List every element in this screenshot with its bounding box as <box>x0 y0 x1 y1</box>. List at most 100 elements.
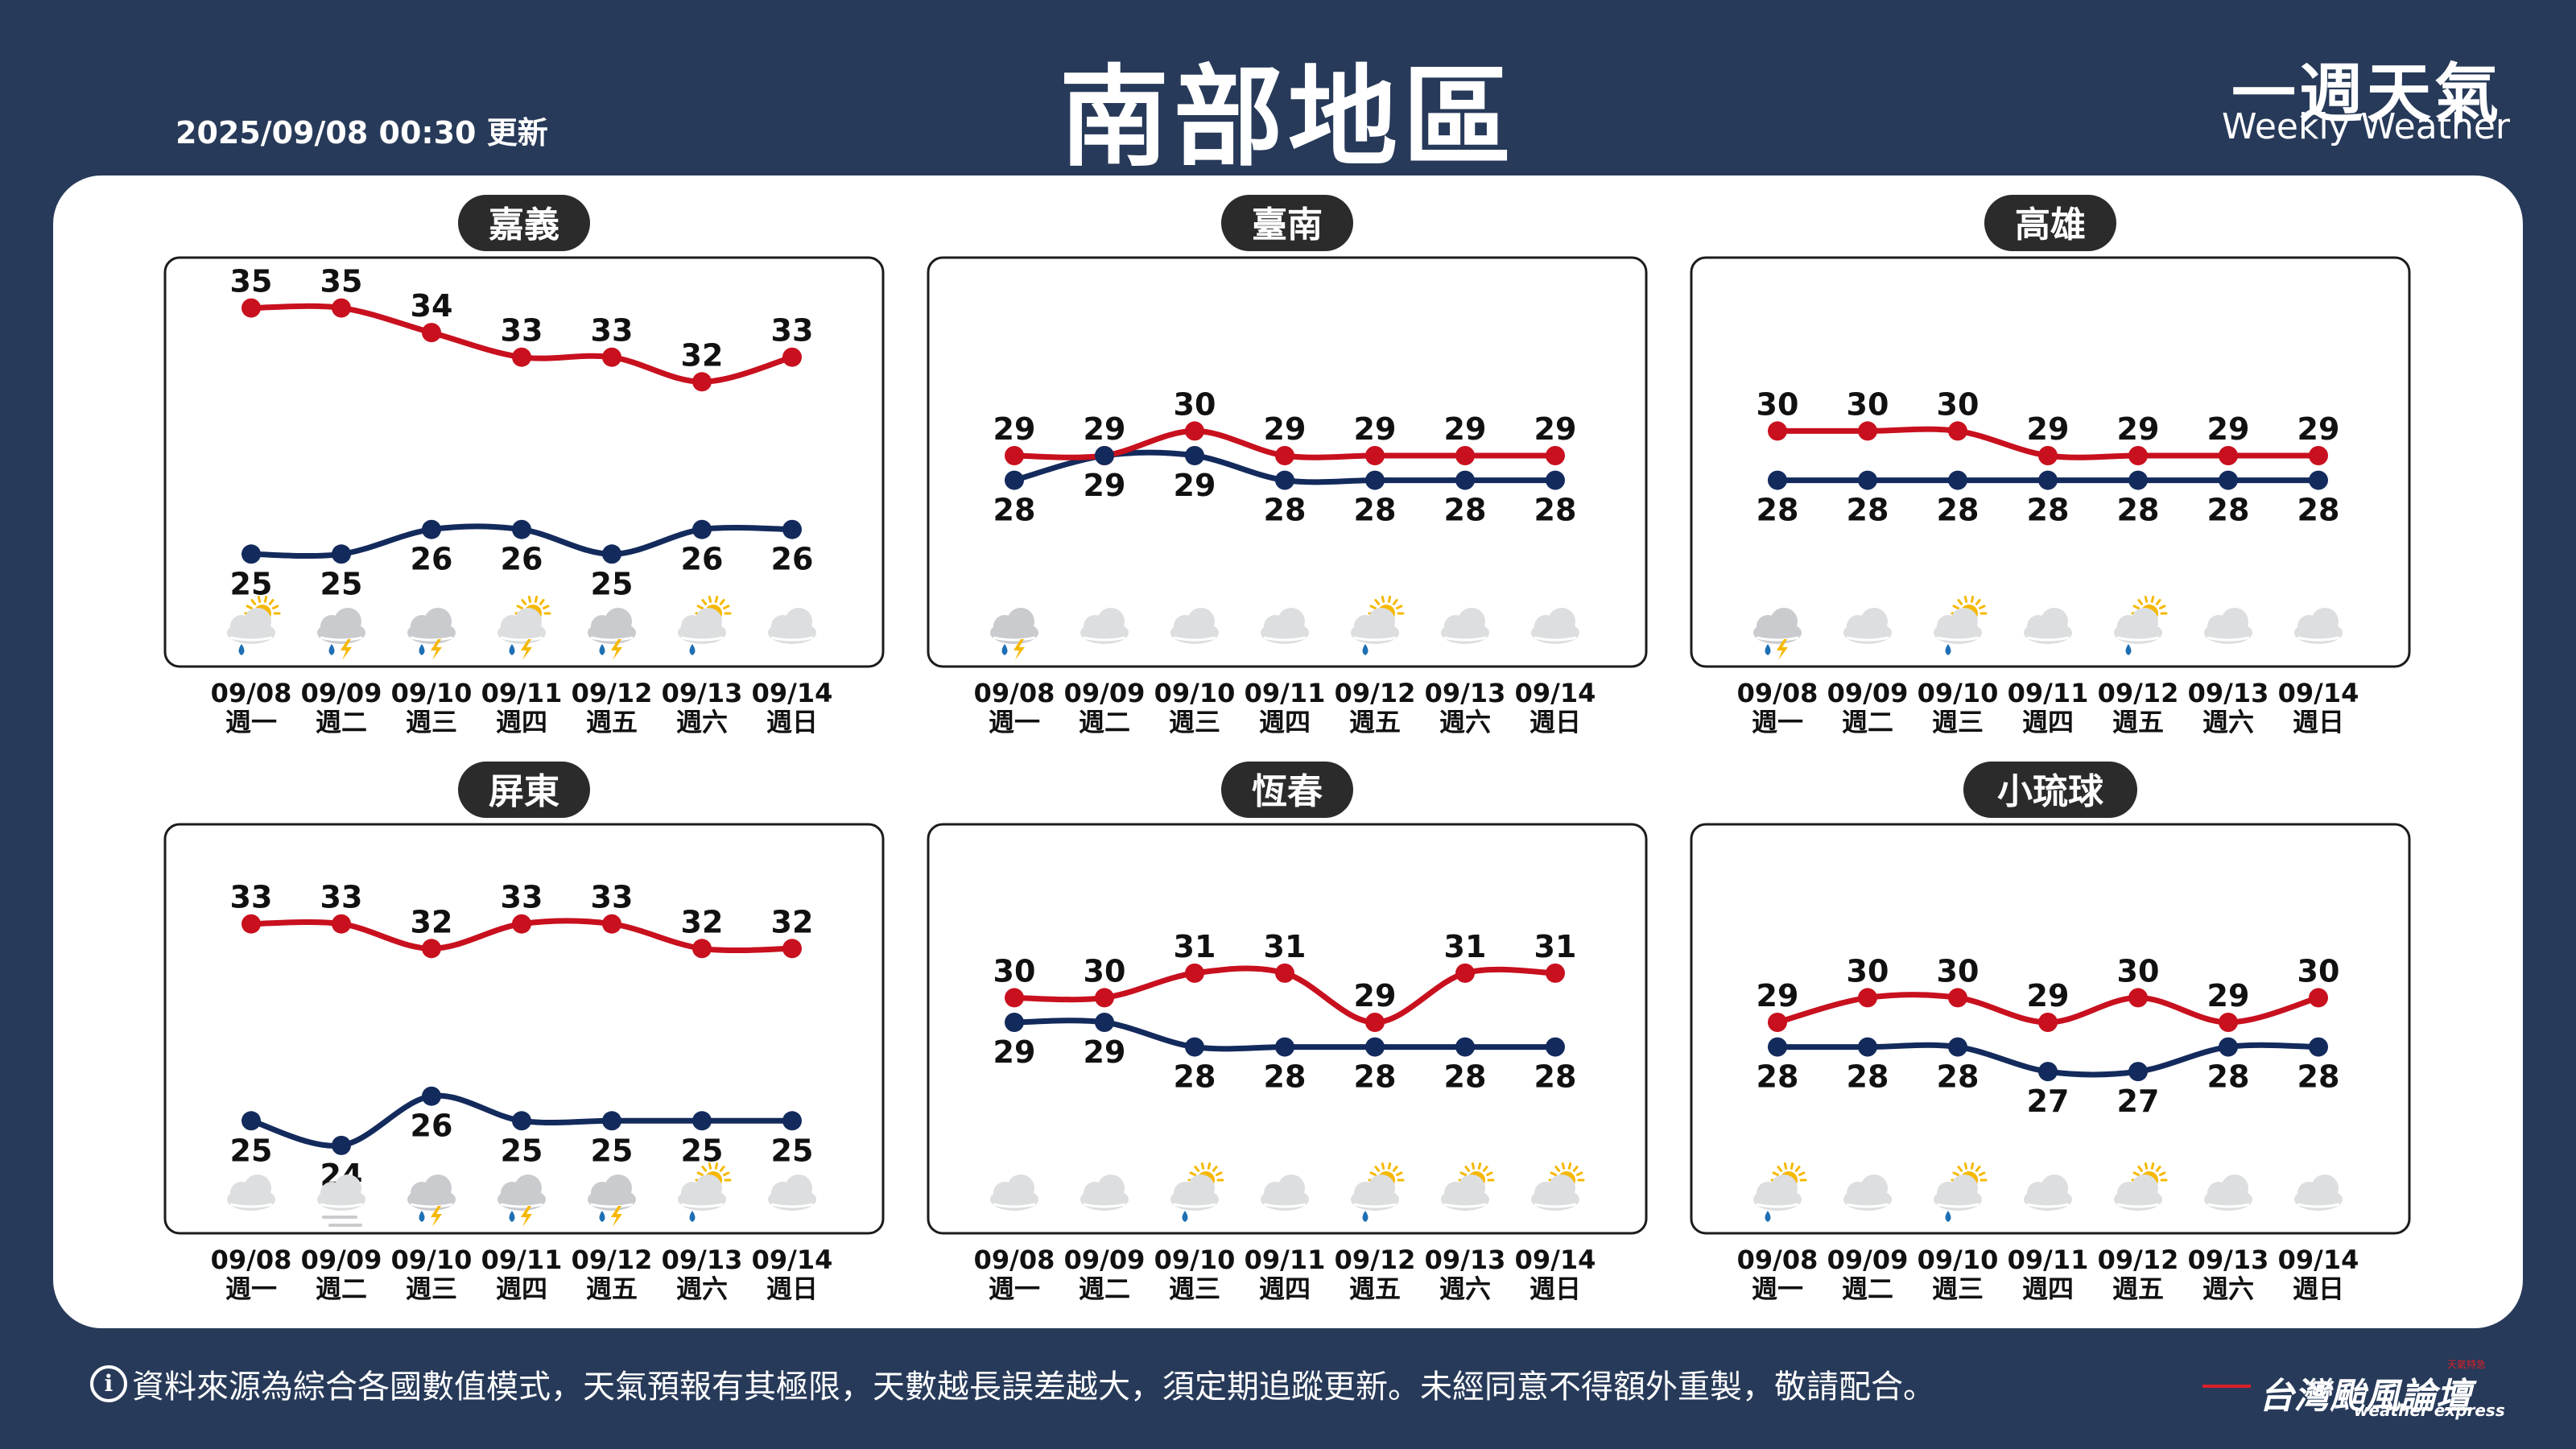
low-temp-label: 28 <box>2297 493 2340 528</box>
partly-sunny-rain-icon <box>2114 596 2168 655</box>
high-temp-point <box>692 372 712 392</box>
low-temp-label: 28 <box>2207 493 2250 528</box>
low-temp-point <box>2038 470 2058 490</box>
low-temp-point <box>1095 446 1114 465</box>
partly-sunny-rain-icon <box>1351 1162 1405 1222</box>
high-temp-label: 30 <box>2297 953 2340 989</box>
low-temp-label: 28 <box>2297 1059 2340 1095</box>
high-temp-label: 30 <box>1174 386 1216 422</box>
date-label: 09/12 <box>2098 1245 2179 1275</box>
date-label: 09/14 <box>2278 678 2359 708</box>
weekday-label: 週一 <box>1752 1274 1803 1304</box>
high-temp-label: 29 <box>1354 978 1397 1013</box>
low-temp-point <box>1095 1013 1114 1032</box>
low-temp-point <box>1365 470 1385 490</box>
weekday-label: 週五 <box>586 707 638 737</box>
high-temp-point <box>1365 1013 1385 1032</box>
weekday-label: 週日 <box>766 707 818 737</box>
location-name: 嘉義 <box>489 204 559 246</box>
high-temp-point <box>2128 988 2148 1008</box>
low-temp-point <box>2219 1037 2238 1057</box>
high-temp-label: 31 <box>1264 929 1307 964</box>
weekday-label: 週二 <box>1079 707 1130 737</box>
low-temp-label: 27 <box>2027 1084 2070 1119</box>
low-temp-label: 28 <box>1444 1059 1487 1095</box>
weekday-label: 週五 <box>2112 1274 2164 1304</box>
weekday-label: 週四 <box>496 707 547 737</box>
low-temp-point <box>1185 446 1204 465</box>
low-temp-label: 28 <box>1354 493 1397 528</box>
high-temp-point <box>1275 446 1294 465</box>
location-label <box>1221 195 1353 251</box>
date-label: 09/13 <box>662 1245 743 1275</box>
high-temp-point <box>1948 421 1967 441</box>
date-label: 09/09 <box>1827 1245 1909 1275</box>
logo-subtext: weather express <box>2354 1401 2505 1420</box>
low-temp-label: 28 <box>1444 493 1487 528</box>
low-temp-point <box>332 1135 351 1155</box>
high-temp-point <box>1768 421 1787 441</box>
partly-sunny-rain-icon <box>1934 1162 1988 1222</box>
weekday-label: 週一 <box>225 1274 277 1304</box>
date-label: 09/14 <box>2278 1245 2359 1275</box>
date-label: 09/14 <box>1515 1245 1596 1275</box>
high-temp-label: 29 <box>2027 411 2070 447</box>
footer: i 資料來源為綜合各國數值模式，天氣預報有其極限，天數越長誤差越大，須定期追蹤更… <box>90 1360 1935 1407</box>
brand-subtitle: Weekly Weather <box>2221 106 2510 147</box>
low-temp-label: 28 <box>1534 493 1577 528</box>
high-temp-label: 33 <box>501 313 543 349</box>
thunder-rain-icon <box>407 1174 456 1227</box>
low-temp-label: 29 <box>993 1034 1036 1070</box>
high-temp-label: 31 <box>1174 929 1216 964</box>
low-temp-label: 28 <box>1264 493 1307 528</box>
weekday-label: 週三 <box>1932 707 1984 737</box>
date-label: 09/14 <box>752 1245 833 1275</box>
high-temp-label: 29 <box>993 411 1036 447</box>
high-temp-point <box>1546 446 1565 465</box>
high-temp-point <box>1948 988 1967 1008</box>
low-temp-label: 28 <box>1354 1059 1397 1095</box>
low-temp-point <box>1365 1037 1385 1057</box>
low-temp-label: 25 <box>501 1133 543 1168</box>
weekday-label: 週六 <box>2202 707 2254 737</box>
date-label: 09/08 <box>1737 1245 1818 1275</box>
high-temp-point <box>782 939 802 959</box>
high-temp-label: 29 <box>2207 978 2250 1013</box>
low-temp-point <box>1768 1037 1787 1057</box>
low-temp-point <box>1858 1037 1877 1057</box>
high-temp-label: 31 <box>1444 929 1487 964</box>
low-temp-label: 28 <box>1937 1059 1979 1095</box>
cloudy-icon <box>227 1174 275 1211</box>
low-temp-point <box>1455 470 1475 490</box>
high-temp-label: 29 <box>1444 411 1487 447</box>
low-temp-label: 28 <box>993 493 1036 528</box>
low-temp-label: 29 <box>1084 1034 1126 1070</box>
date-label: 09/10 <box>1154 678 1236 708</box>
high-temp-label: 30 <box>1937 953 1979 989</box>
location-name: 恆春 <box>1252 771 1323 812</box>
high-temp-point <box>1275 963 1294 983</box>
high-temp-label: 33 <box>501 880 543 915</box>
partly-sunny-rain-icon <box>1934 596 1988 655</box>
high-temp-label: 29 <box>1757 978 1799 1013</box>
thunder-rain-icon <box>990 608 1038 660</box>
partly-sunny-rain-icon <box>1753 1162 1807 1222</box>
high-temp-label: 29 <box>1354 411 1397 447</box>
date-label: 09/12 <box>1335 678 1416 708</box>
partly-sunny-rain-icon <box>1351 596 1405 655</box>
date-label: 09/11 <box>1245 678 1326 708</box>
date-label: 09/08 <box>974 678 1055 708</box>
panel-frame <box>927 823 1648 1235</box>
low-temp-point <box>2128 470 2148 490</box>
cloudy-icon <box>2024 1174 2072 1211</box>
logo-tag: 天氣特急 <box>2447 1359 2487 1370</box>
low-temp-point <box>602 1111 621 1131</box>
high-temp-label: 30 <box>1847 386 1889 422</box>
weekday-label: 週三 <box>406 1274 457 1304</box>
low-temp-point <box>1005 1013 1024 1032</box>
location-name: 臺南 <box>1252 204 1323 246</box>
high-temp-label: 29 <box>2297 411 2340 447</box>
cloudy-icon <box>1261 608 1309 644</box>
high-temp-point <box>422 323 441 343</box>
